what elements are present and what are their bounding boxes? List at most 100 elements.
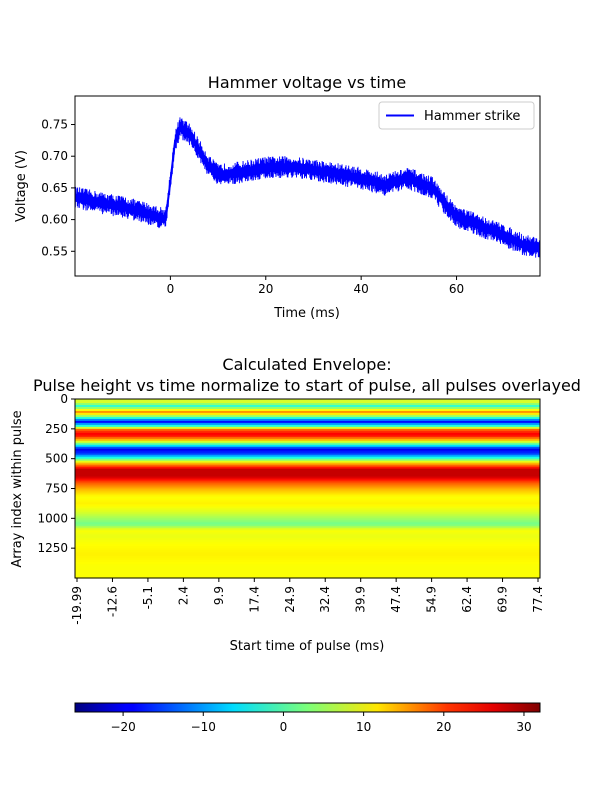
heatmap-subtitle: Pulse height vs time normalize to start … [33,376,581,395]
heatmap-row [75,464,540,468]
heatmap-row [75,496,540,500]
heatmap-row [75,488,540,492]
heatmap-row [75,476,540,480]
heatmap-row [75,550,540,553]
envelope-heatmap: Calculated Envelope: Pulse height vs tim… [10,355,581,654]
y-tick-label: 0 [60,392,68,406]
heatmap-title: Calculated Envelope: [222,355,391,374]
heatmap-row [75,416,540,420]
heatmap-row [75,438,540,442]
heatmap-row [75,430,540,434]
colorbar-ticks: −20 −10 0 10 20 30 [110,712,532,734]
heatmap-row [75,506,540,509]
heatmap-row [75,424,540,428]
voltage-chart: Hammer voltage vs time 0 20 40 60 0.550.600… [14,73,541,321]
heatmap-row [75,528,540,531]
heatmap-row [75,494,540,498]
heatmap-row [75,490,540,494]
series-hammer-strike-line [75,126,540,250]
heatmap-row [75,546,540,549]
voltage-chart-title: Hammer voltage vs time [208,73,406,92]
heatmap-row [75,536,540,539]
y-tick-label: 1250 [37,541,68,555]
colorbar-tick-label: −20 [110,720,135,734]
heatmap-row [75,514,540,517]
x-tick-label: 54.9 [425,586,439,613]
voltage-x-axis-label: Time (ms) [273,306,340,321]
heatmap-row [75,556,540,559]
heatmap-row [75,576,540,579]
heatmap-row [75,422,540,426]
x-tick-label: 39.9 [354,586,368,613]
heatmap-row [75,516,540,519]
y-tick-label: 0.75 [41,118,68,132]
heatmap-row [75,468,540,472]
colorbar-tick-label: 20 [436,720,451,734]
heatmap-row [75,544,540,547]
series-hammer-strike-trace [75,117,540,258]
heatmap-row [75,570,540,573]
heatmap-row [75,426,540,430]
heatmap-row [75,446,540,450]
heatmap-row [75,500,540,504]
heatmap-row [75,456,540,460]
heatmap-row [75,399,540,402]
heatmap-row [75,418,540,422]
heatmap-row [75,502,540,506]
legend-box [378,101,535,130]
x-tick-label: 60 [449,282,464,296]
heatmap-row [75,512,540,515]
heatmap-row [75,510,540,513]
heatmap-row [75,520,540,523]
y-tick-label: 1000 [37,511,68,525]
heatmap-row [75,440,540,444]
heatmap-row [75,414,540,418]
heatmap-row [75,534,540,537]
heatmap-row [75,568,540,571]
heatmap-row [75,408,540,412]
heatmap-row [75,530,540,533]
heatmap-row [75,428,540,432]
heatmap-row [75,492,540,496]
heatmap-row [75,526,540,529]
x-tick-label: 62.4 [460,586,474,613]
heatmap-row [75,404,540,408]
y-tick-label: 250 [45,422,68,436]
x-tick-label: 47.4 [389,586,403,613]
colorbar: −20 −10 0 10 20 30 [74,702,541,734]
heatmap-row [75,412,540,416]
y-tick-label: 0.60 [41,213,68,227]
heatmap-row [75,572,540,575]
colorbar-tick-label: −10 [191,720,216,734]
heatmap-row [75,478,540,482]
y-tick-label: 750 [45,482,68,496]
heatmap-y-axis-label: Array index within pulse [10,410,25,567]
heatmap-row [75,540,540,543]
heatmap-y-ticks: 0 250 500 750 1000 1250 [37,392,75,555]
heatmap-row [75,532,540,535]
heatmap-row [75,558,540,561]
heatmap-row [75,432,540,436]
heatmap-row [75,458,540,462]
heatmap-row [75,462,540,466]
heatmap-x-axis-label: Start time of pulse (ms) [230,639,385,654]
heatmap-row [75,548,540,551]
heatmap-row [75,402,540,406]
x-tick-label: 0 [167,282,175,296]
voltage-x-ticks: 0 20 40 60 [167,276,464,296]
heatmap-row [75,400,540,404]
x-tick-label: 77.4 [531,586,545,613]
x-tick-label: -12.6 [105,586,119,617]
heatmap-row [75,466,540,470]
heatmap-row [75,508,540,511]
x-tick-label: 9.9 [212,586,226,605]
heatmap-row [75,524,540,527]
x-tick-label: 32.4 [318,586,332,613]
heatmap-row [75,560,540,563]
colorbar-tick-label: 0 [280,720,288,734]
x-tick-label: 24.9 [283,586,297,613]
heatmap-row [75,444,540,448]
heatmap-row [75,562,540,565]
voltage-y-axis-label: Voltage (V) [14,150,29,222]
